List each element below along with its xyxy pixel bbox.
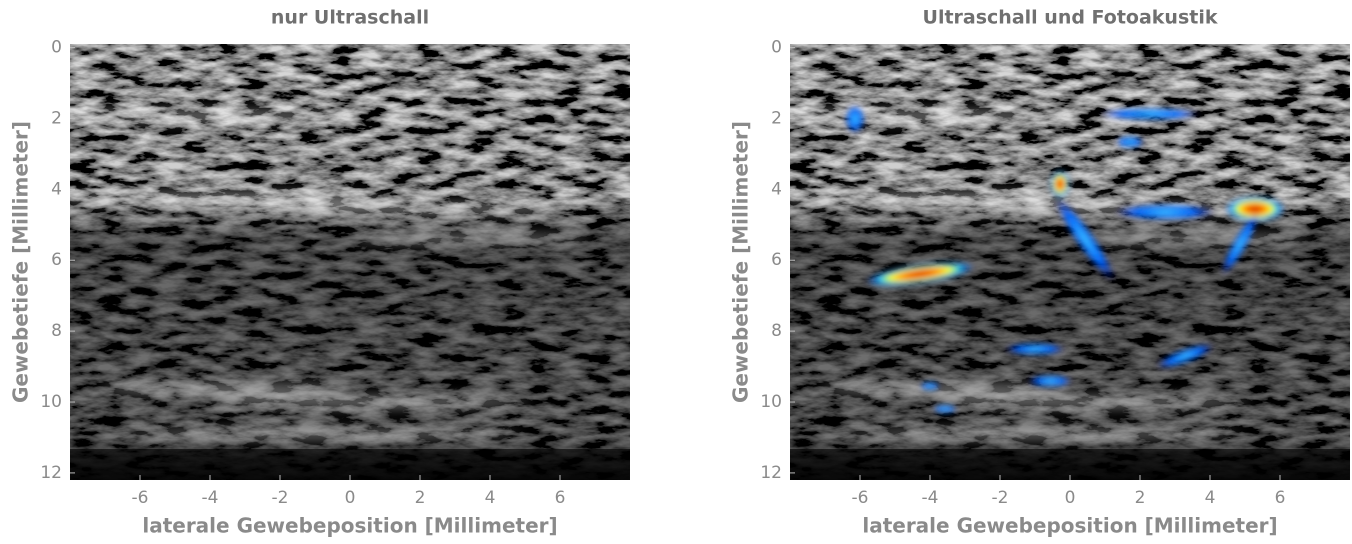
title: Ultraschall und Fotoakustik (923, 7, 1218, 29)
y-tick-label: 4 (51, 179, 62, 199)
y-tick-label: 0 (771, 38, 782, 58)
x-tick-label: -2 (992, 488, 1009, 508)
ultrasound-photoacoustic-image (750, 44, 1350, 480)
y-tick-label: 8 (771, 321, 782, 341)
y-tick-label: 8 (51, 321, 62, 341)
title: nur Ultraschall (271, 7, 429, 29)
x-tick-label: -4 (202, 488, 219, 508)
x-tick-label: -2 (272, 488, 289, 508)
y-tick-label: 2 (51, 108, 62, 128)
y-tick-label: 10 (40, 392, 62, 412)
y-axis-label: Gewebetiefe [Millimeter] (729, 121, 753, 403)
y-tick-label: 2 (771, 108, 782, 128)
x-axis-label: laterale Gewebeposition [Millimeter] (142, 514, 557, 538)
x-tick-label: -6 (852, 488, 869, 508)
x-tick-label: 6 (555, 488, 566, 508)
x-tick-label: -4 (922, 488, 939, 508)
x-tick-label: 6 (1275, 488, 1286, 508)
y-tick-label: 6 (51, 250, 62, 270)
y-tick-label: 4 (771, 179, 782, 199)
x-axis-label: laterale Gewebeposition [Millimeter] (862, 514, 1277, 538)
y-tick-label: 6 (771, 250, 782, 270)
y-tick-label: 0 (51, 38, 62, 58)
x-tick-label: 0 (345, 488, 356, 508)
x-tick-label: 4 (1205, 488, 1216, 508)
x-tick-label: 4 (485, 488, 496, 508)
y-tick-label: 10 (760, 392, 782, 412)
y-tick-label: 12 (40, 463, 62, 483)
x-tick-label: 0 (1065, 488, 1076, 508)
figure: nur Ultraschall laterale Gewebeposition [… (0, 0, 1352, 544)
ultrasound-image (30, 44, 630, 480)
x-tick-label: 2 (1135, 488, 1146, 508)
y-axis-label: Gewebetiefe [Millimeter] (9, 121, 33, 403)
y-tick-label: 12 (760, 463, 782, 483)
x-tick-label: -6 (132, 488, 149, 508)
x-tick-label: 2 (415, 488, 426, 508)
